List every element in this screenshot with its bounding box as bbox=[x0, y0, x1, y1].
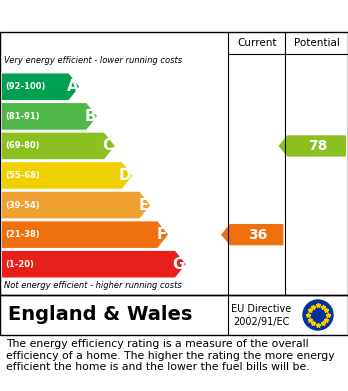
Text: Potential: Potential bbox=[294, 38, 340, 48]
Text: (21-38): (21-38) bbox=[5, 230, 40, 239]
Polygon shape bbox=[2, 192, 150, 218]
Text: (55-68): (55-68) bbox=[5, 171, 40, 180]
Polygon shape bbox=[2, 251, 186, 278]
Text: G: G bbox=[172, 257, 185, 272]
Text: (92-100): (92-100) bbox=[5, 82, 45, 91]
Text: Current: Current bbox=[237, 38, 276, 48]
Text: EU Directive: EU Directive bbox=[231, 304, 292, 314]
Text: Energy Efficiency Rating: Energy Efficiency Rating bbox=[9, 7, 238, 25]
Text: (69-80): (69-80) bbox=[5, 142, 40, 151]
Text: E: E bbox=[139, 197, 149, 213]
Polygon shape bbox=[2, 133, 115, 159]
Circle shape bbox=[303, 300, 333, 330]
Polygon shape bbox=[2, 103, 97, 130]
Polygon shape bbox=[221, 224, 283, 245]
Text: B: B bbox=[84, 109, 96, 124]
Polygon shape bbox=[2, 74, 79, 100]
Text: A: A bbox=[66, 79, 78, 94]
Text: 78: 78 bbox=[308, 139, 328, 153]
Text: (81-91): (81-91) bbox=[5, 112, 40, 121]
Text: F: F bbox=[157, 227, 167, 242]
Text: 2002/91/EC: 2002/91/EC bbox=[234, 317, 290, 327]
Polygon shape bbox=[2, 162, 133, 189]
Text: (39-54): (39-54) bbox=[5, 201, 40, 210]
Text: Very energy efficient - lower running costs: Very energy efficient - lower running co… bbox=[4, 56, 182, 65]
Polygon shape bbox=[278, 135, 346, 156]
Text: 36: 36 bbox=[248, 228, 268, 242]
Polygon shape bbox=[2, 221, 168, 248]
Text: Not energy efficient - higher running costs: Not energy efficient - higher running co… bbox=[4, 281, 182, 290]
Text: The energy efficiency rating is a measure of the overall efficiency of a home. T: The energy efficiency rating is a measur… bbox=[6, 339, 335, 372]
Text: D: D bbox=[119, 168, 132, 183]
Text: C: C bbox=[103, 138, 114, 153]
Text: (1-20): (1-20) bbox=[5, 260, 34, 269]
Text: England & Wales: England & Wales bbox=[8, 305, 192, 325]
